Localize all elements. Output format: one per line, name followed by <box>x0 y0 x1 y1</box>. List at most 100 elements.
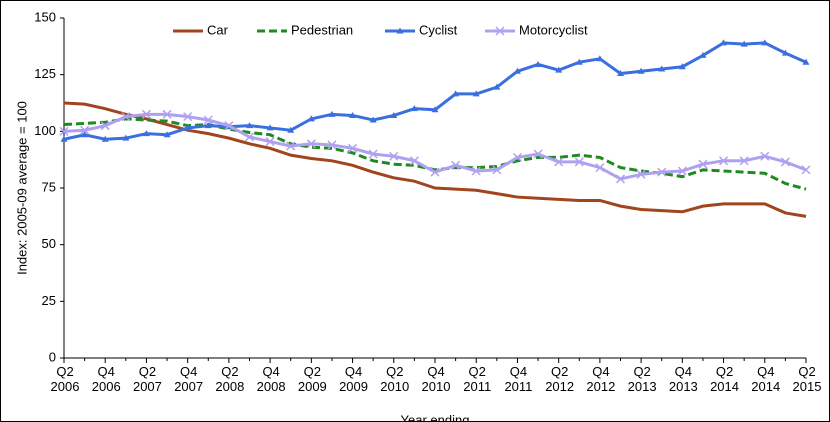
legend-marker <box>396 27 404 34</box>
point-marker <box>390 111 398 118</box>
x-tick-label: Q4 2011 <box>504 364 533 394</box>
point-marker <box>615 174 626 184</box>
x-tick-label: Q2 2010 <box>380 364 410 394</box>
legend-label: Car <box>207 22 229 37</box>
point-marker <box>369 116 377 123</box>
point-marker <box>802 58 810 65</box>
point-marker <box>286 141 296 151</box>
point-marker <box>637 67 645 74</box>
point-marker <box>328 110 336 117</box>
point-marker <box>348 143 358 153</box>
point-marker <box>678 63 686 70</box>
point-marker <box>266 124 274 131</box>
x-tick-label: Q2 2008 <box>215 364 245 394</box>
x-tick-label: Q4 2007 <box>174 364 204 394</box>
point-marker <box>801 165 811 175</box>
point-marker <box>657 167 667 177</box>
point-marker <box>740 40 748 47</box>
x-tick-label: Q2 2011 <box>463 364 492 394</box>
point-marker <box>100 121 110 131</box>
x-tick-label: Q2 2007 <box>132 364 162 394</box>
point-marker <box>122 134 130 141</box>
point-marker <box>204 122 212 129</box>
x-tick-label: Q2 2006 <box>50 364 80 394</box>
x-tick-label: Q4 2009 <box>339 364 368 394</box>
point-marker <box>574 157 584 167</box>
point-marker <box>224 121 234 131</box>
x-tick-label: Q2 2012 <box>545 364 575 394</box>
point-marker <box>533 149 543 159</box>
point-marker <box>595 163 605 173</box>
point-marker <box>410 105 418 112</box>
point-marker <box>409 156 419 166</box>
x-axis-title: Year ending <box>401 412 470 421</box>
point-marker <box>761 39 769 46</box>
point-marker <box>81 131 89 138</box>
point-marker <box>265 137 275 147</box>
point-marker <box>554 157 564 167</box>
x-tick-label: Q4 2013 <box>668 364 698 394</box>
point-marker <box>307 115 315 122</box>
point-marker <box>513 67 521 74</box>
point-marker <box>203 115 213 125</box>
point-marker <box>349 111 357 118</box>
point-marker <box>699 51 707 58</box>
point-marker <box>493 83 501 90</box>
point-marker <box>287 126 295 133</box>
point-marker <box>162 109 172 119</box>
point-marker <box>471 166 481 176</box>
point-marker <box>80 125 90 135</box>
point-marker <box>389 151 399 161</box>
point-marker <box>141 109 151 119</box>
point-marker <box>368 149 378 159</box>
point-marker <box>142 130 150 137</box>
point-marker <box>720 39 728 46</box>
x-tick-label: Q4 2012 <box>586 364 616 394</box>
point-marker <box>617 70 624 77</box>
legend-label: Pedestrian <box>291 22 353 37</box>
point-marker <box>327 140 337 150</box>
point-marker <box>451 160 461 170</box>
point-marker <box>59 126 69 136</box>
point-marker <box>719 156 729 166</box>
series-line <box>63 41 807 141</box>
point-marker <box>244 132 255 142</box>
x-tick-label: Q2 2009 <box>297 364 327 394</box>
x-tick-label: Q4 2006 <box>91 364 121 394</box>
series-line <box>63 117 807 191</box>
point-marker <box>430 167 440 177</box>
point-marker <box>183 112 193 122</box>
point-marker <box>658 65 666 72</box>
point-marker <box>555 66 563 73</box>
legend-label: Cyclist <box>419 22 458 37</box>
point-marker <box>677 166 687 176</box>
y-tick-label: 25 <box>42 293 56 308</box>
point-marker <box>596 55 604 62</box>
point-marker <box>306 139 316 149</box>
x-tick-label: Q4 2010 <box>421 364 451 394</box>
x-tick-label: Q4 2008 <box>256 364 286 394</box>
point-marker <box>101 135 109 142</box>
point-marker <box>452 90 460 97</box>
point-marker <box>636 169 646 179</box>
point-marker <box>575 58 583 65</box>
point-marker <box>780 157 790 167</box>
legend-label: Motorcyclist <box>519 22 588 37</box>
point-marker <box>698 159 708 169</box>
point-marker <box>512 152 522 162</box>
point-marker <box>431 106 439 113</box>
point-marker <box>534 60 542 67</box>
point-marker <box>121 112 131 122</box>
x-tick-label: Q2 2014 <box>710 364 739 394</box>
point-marker <box>739 156 749 166</box>
x-tick-label: Q2 2015 <box>792 364 822 394</box>
y-axis-title: Index: 2005-09 average = 100 <box>14 101 29 275</box>
y-tick-label: 100 <box>34 123 56 138</box>
point-marker <box>492 165 502 175</box>
point-marker <box>472 90 480 97</box>
point-marker <box>781 49 789 56</box>
point-marker <box>60 135 68 142</box>
y-tick-label: 75 <box>42 179 56 194</box>
